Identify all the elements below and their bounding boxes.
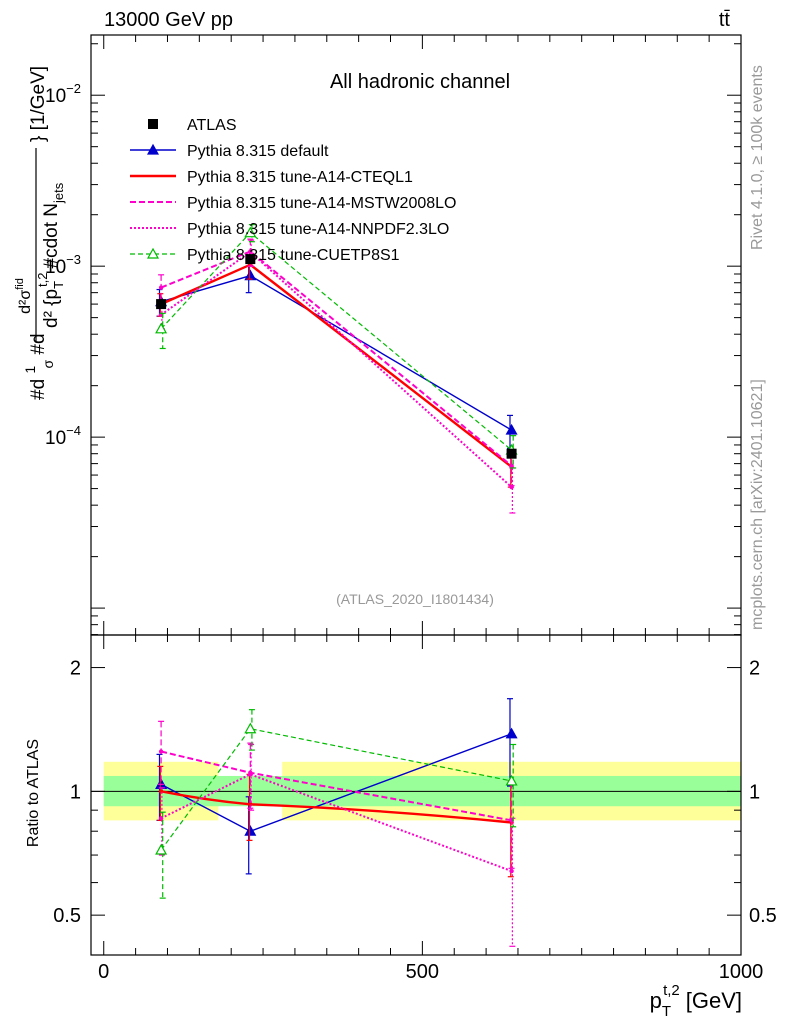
y-axis-label: #d 1 σ #d d²σfid d² {pTt,2 #cdot Njets } … (14, 66, 66, 400)
ratio-y-axis-label: Ratio to ATLAS (25, 739, 42, 847)
main-y-tick-label-2: 10−2 (45, 81, 81, 107)
axis-tick-labels: 0 500 1000 10−4 10−3 10−2 0.5 0.5 1 1 2 2 (45, 81, 777, 983)
legend-label-0: Pythia 8.315 default (187, 143, 329, 160)
series-3-ratio-marker-1 (248, 772, 253, 777)
rivet-side-label: Rivet 4.1.0, ≥ 100k events (749, 65, 766, 250)
ratio-series-group (155, 698, 518, 947)
series-2-main-line (160, 250, 513, 467)
series-2-main-marker-2 (509, 463, 514, 468)
legend-label-atlas: ATLAS (187, 117, 237, 134)
xlabel-sup: t,2 (663, 982, 680, 999)
ylabel-bottom-tail-sub: jets (51, 182, 66, 204)
series-0-ratio-marker-2 (505, 727, 518, 739)
series-1-main-line (160, 263, 513, 468)
ylabel-bottom: d² {p (41, 289, 62, 328)
series-4-ratio-line (160, 728, 512, 851)
x-tick-label-0: 0 (98, 961, 109, 983)
series-3-main-marker-2 (509, 484, 514, 490)
series-0-ratio-marker-1 (244, 824, 257, 836)
chart-title: All hadronic channel (330, 71, 510, 93)
main-data-group (156, 254, 517, 459)
legend-label-4: Pythia 8.315 tune-CUETP8S1 (187, 247, 400, 264)
series-4-main-marker-0 (155, 322, 168, 334)
svg-text:#d 1 σ #d: #d 1 σ #d (19, 333, 58, 400)
ylabel-lhs-frac-bottom: σ (40, 360, 56, 369)
axis-ticks (91, 35, 742, 955)
series-1-ratio-line (160, 790, 512, 824)
xlabel-main: p (650, 988, 662, 1013)
atlas-data-point-1 (245, 254, 256, 265)
ylabel-top: d²σ (17, 290, 34, 314)
header-left-label: 13000 GeV pp (104, 9, 233, 31)
x-tick-label-500: 500 (406, 961, 439, 983)
series-3-ratio-line (160, 773, 512, 872)
x-axis-label: pTt,2 [GeV] (650, 982, 742, 1020)
series-2-main-marker-0 (158, 285, 164, 290)
series-4-ratio-marker-1 (244, 722, 257, 734)
ratio-y-tick-label-right-0: 0.5 (749, 905, 777, 927)
ylabel-bottom-sup: t,2 (35, 272, 50, 286)
analysis-id-label: (ATLAS_2020_I1801434) (336, 591, 494, 607)
atlas-data-point-0 (156, 299, 167, 310)
legend-label-2: Pythia 8.315 tune-A14-MSTW2008LO (187, 195, 456, 212)
ylabel-lhs-frac-top: 1 (22, 366, 38, 374)
legend-label-1: Pythia 8.315 tune-A14-CTEQL1 (187, 169, 413, 186)
ylabel-top-sup: fid (14, 278, 26, 290)
ratio-y-tick-label-left-1: 1 (70, 781, 81, 803)
main-series-group (155, 224, 518, 514)
legend-marker-4 (146, 247, 160, 259)
legend: ATLAS Pythia 8.315 default Pythia 8.315 tu… (130, 117, 456, 264)
x-tick-label-1000: 1000 (719, 961, 764, 983)
series-4-main-marker-1 (244, 226, 257, 238)
ylabel-bottom-sub: T (51, 281, 66, 289)
ratio-y-tick-label-right-1: 1 (749, 781, 760, 803)
series-1-ratio-marker-0 (158, 789, 164, 794)
main-y-tick-label-1: 10−3 (45, 252, 81, 278)
svg-text:d²σfid: d²σfid (14, 278, 34, 314)
main-y-tick-label-0: 10−4 (45, 423, 81, 449)
svg-text:d² {pTt,2#cdot Njets: d² {pTt,2 #cdot Njets (35, 182, 66, 328)
legend-marker-0 (146, 143, 160, 155)
ylabel-bottom-tail: #cdot N (41, 203, 62, 268)
ylabel-unit: } [1/GeV] (28, 66, 49, 142)
series-3-main-line (160, 250, 513, 488)
series-3-ratio-marker-0 (158, 816, 164, 821)
ratio-panel-frame (90, 634, 742, 956)
atlas-data-point-2 (506, 448, 517, 459)
mcplots-side-label: mcplots.cern.ch [arXiv:2401.10621] (749, 379, 766, 630)
series-3-main-marker-1 (248, 249, 253, 255)
series-4-ratio-marker-0 (155, 843, 168, 855)
header-right-label: tt̄ (719, 9, 731, 31)
ratio-y-tick-label-left-0: 0.5 (53, 905, 81, 927)
legend-marker-atlas (148, 119, 158, 129)
series-0-main-marker-2 (505, 423, 518, 435)
series-4-ratio-marker-2 (505, 774, 518, 786)
ylabel-lhs-tail: #d (28, 333, 49, 354)
legend-label-3: Pythia 8.315 tune-A14-NNPDF2.3LO (187, 221, 449, 238)
xlabel-unit: [GeV] (686, 988, 742, 1013)
ratio-bands (91, 761, 741, 821)
series-3-ratio-marker-2 (509, 868, 514, 874)
ratio-y-tick-label-right-2: 2 (749, 658, 760, 680)
ratio-y-tick-label-left-2: 2 (70, 658, 81, 680)
series-0-main-marker-1 (244, 269, 257, 281)
xlabel-sub: T (662, 1003, 671, 1020)
ylabel-lhs: #d (28, 379, 49, 400)
series-2-ratio-marker-0 (158, 749, 164, 754)
